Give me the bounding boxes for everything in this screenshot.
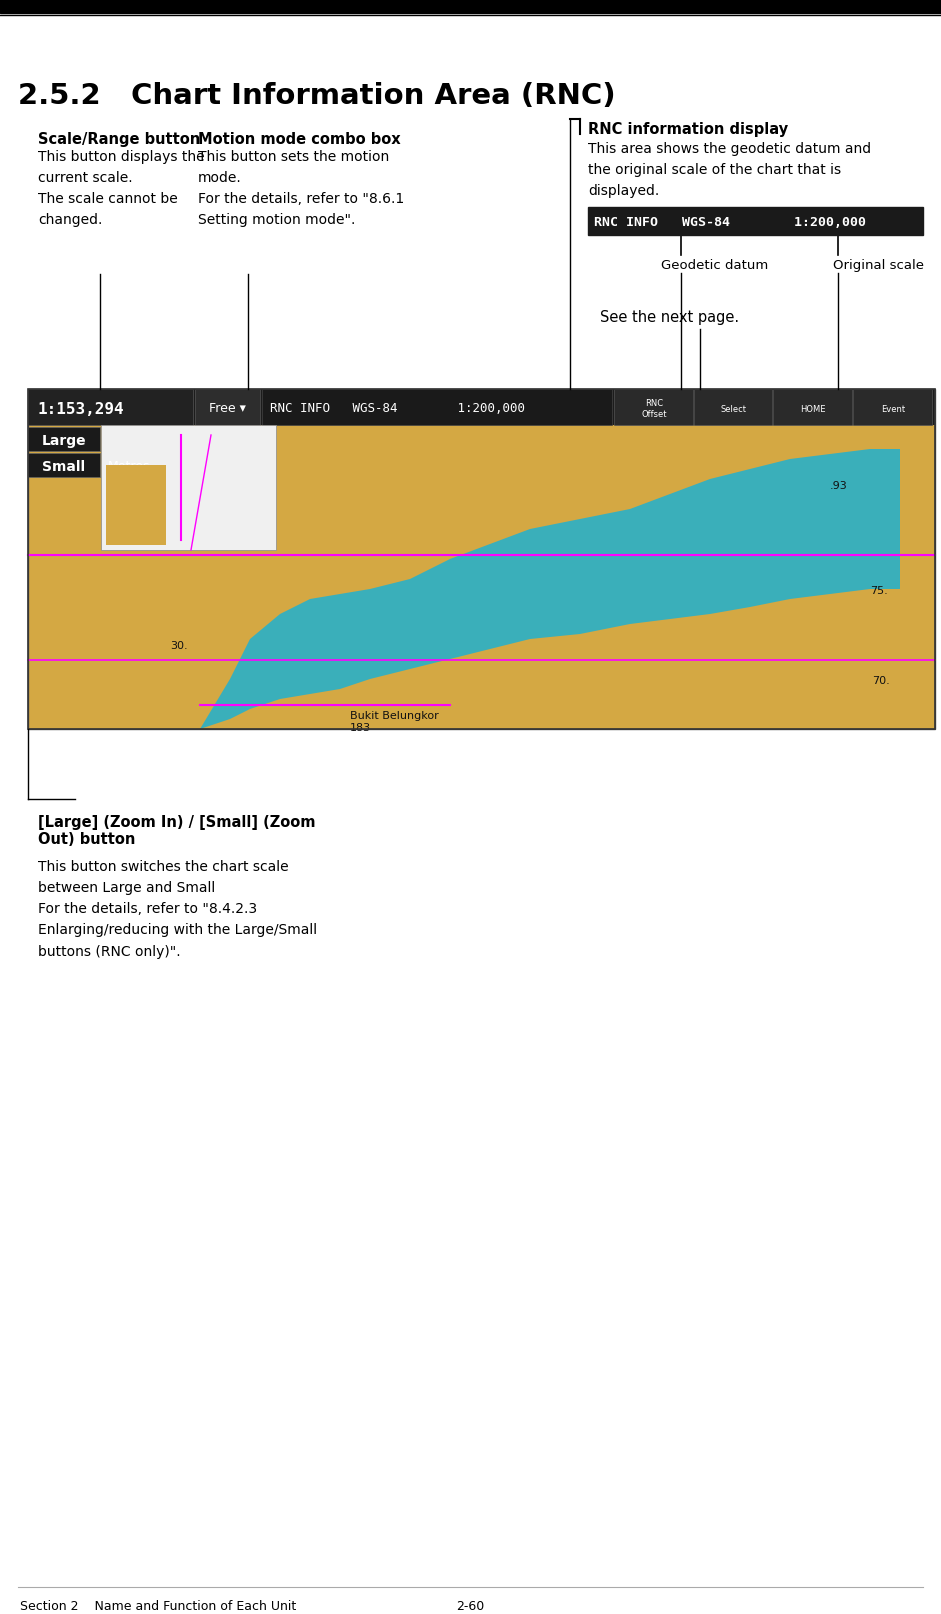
Text: RNC INFO   WGS-84        1:200,000: RNC INFO WGS-84 1:200,000 — [594, 216, 866, 229]
Text: 2-60: 2-60 — [456, 1599, 485, 1612]
Bar — [28, 454, 100, 478]
Text: Section 2    Name and Function of Each Unit: Section 2 Name and Function of Each Unit — [20, 1599, 296, 1612]
Text: RNC
Offset: RNC Offset — [641, 399, 666, 418]
Text: This area shows the geodetic datum and
the original scale of the chart that is
d: This area shows the geodetic datum and t… — [588, 142, 871, 199]
Text: Event: Event — [881, 404, 905, 413]
Text: [Large] (Zoom In) / [Small] (Zoom
Out) button: [Large] (Zoom In) / [Small] (Zoom Out) b… — [38, 815, 315, 847]
Text: RNC INFO   WGS-84        1:200,000: RNC INFO WGS-84 1:200,000 — [270, 402, 525, 415]
Text: This button switches the chart scale
between Large and Small
For the details, re: This button switches the chart scale bet… — [38, 860, 317, 959]
Text: HOME: HOME — [801, 404, 826, 413]
Text: Large: Large — [41, 434, 87, 447]
Text: 30.: 30. — [170, 641, 187, 650]
Bar — [262, 389, 612, 426]
Text: This button sets the motion
mode.
For the details, refer to "8.6.1
Setting motio: This button sets the motion mode. For th… — [198, 150, 405, 228]
Bar — [28, 389, 193, 426]
Text: Motion mode combo box: Motion mode combo box — [198, 132, 401, 147]
Text: Scale/Range button: Scale/Range button — [38, 132, 200, 147]
Text: Small: Small — [42, 460, 86, 473]
Text: See the next page.: See the next page. — [600, 310, 739, 324]
Bar — [28, 428, 100, 452]
Text: 70.: 70. — [872, 676, 890, 686]
Polygon shape — [200, 450, 900, 730]
Text: Bukit Belungkor
183: Bukit Belungkor 183 — [350, 710, 439, 733]
Bar — [195, 389, 260, 426]
Bar — [28, 389, 935, 730]
Text: This button displays the
current scale.
The scale cannot be
changed.: This button displays the current scale. … — [38, 150, 204, 228]
Bar — [28, 389, 935, 730]
Text: Select: Select — [721, 404, 746, 413]
Text: .93: .93 — [830, 481, 848, 491]
FancyBboxPatch shape — [106, 466, 166, 546]
Bar — [28, 389, 935, 426]
Text: RNC information display: RNC information display — [588, 123, 789, 137]
Bar — [774, 389, 853, 426]
Text: Geodetic datum: Geodetic datum — [661, 258, 768, 271]
Text: 1:153,294: 1:153,294 — [38, 402, 124, 416]
Bar — [694, 389, 773, 426]
Bar — [101, 426, 276, 550]
Bar — [853, 389, 932, 426]
Bar — [0, 0, 941, 15]
Text: Free ▾: Free ▾ — [209, 402, 246, 415]
Text: 2.5.2   Chart Information Area (RNC): 2.5.2 Chart Information Area (RNC) — [18, 82, 615, 110]
Text: Original scale: Original scale — [833, 258, 924, 271]
Bar — [614, 389, 693, 426]
Text: Metres: Metres — [108, 460, 151, 473]
Bar — [588, 208, 923, 236]
Text: 75.: 75. — [870, 586, 887, 596]
